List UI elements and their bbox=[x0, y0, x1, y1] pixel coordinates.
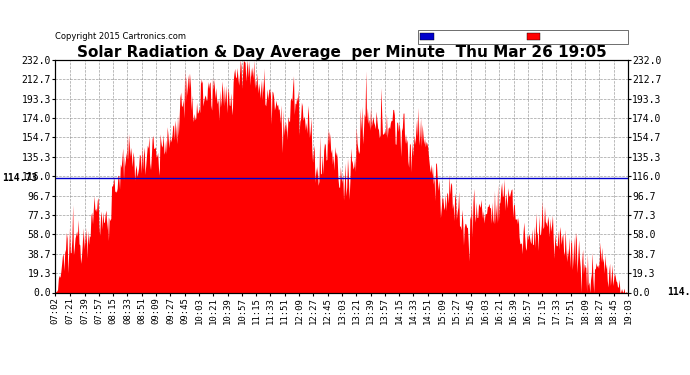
Text: 114.73: 114.73 bbox=[3, 172, 38, 183]
Text: Copyright 2015 Cartronics.com: Copyright 2015 Cartronics.com bbox=[55, 32, 186, 41]
Title: Solar Radiation & Day Average  per Minute  Thu Mar 26 19:05: Solar Radiation & Day Average per Minute… bbox=[77, 45, 607, 60]
Legend: Median (w/m2), Radiation (w/m2): Median (w/m2), Radiation (w/m2) bbox=[417, 30, 628, 44]
Text: 114.73: 114.73 bbox=[667, 287, 690, 297]
